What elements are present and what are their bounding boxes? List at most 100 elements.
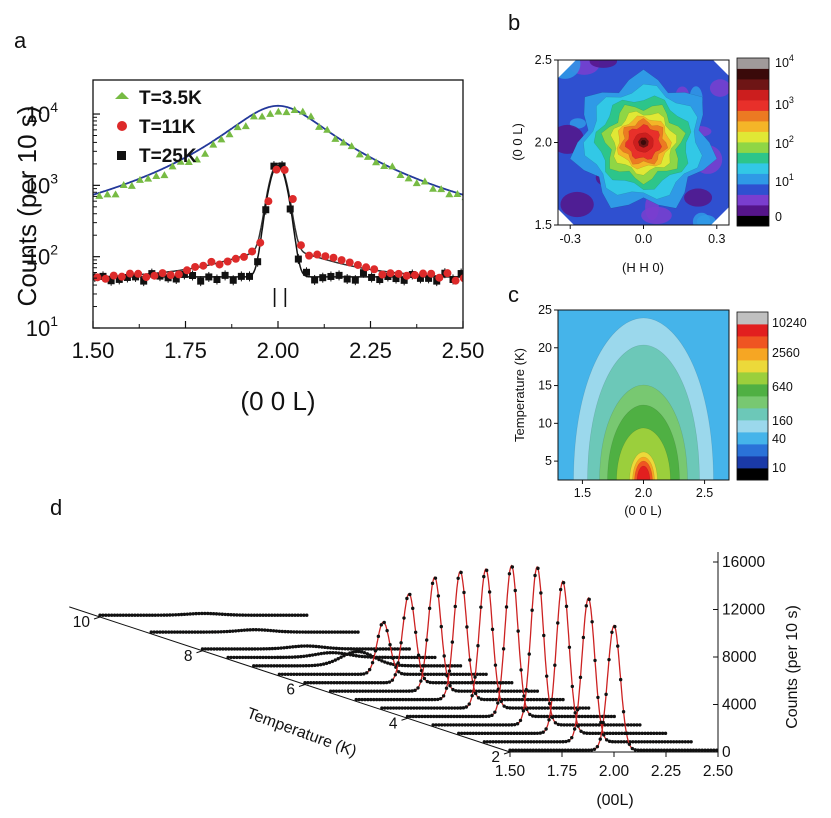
panel-label-b: b — [508, 10, 520, 35]
waterfall-point — [554, 714, 558, 719]
point-11k — [126, 269, 134, 278]
colorbar-b-frame — [736, 57, 770, 227]
waterfall-point — [553, 721, 558, 725]
waterfall-point — [598, 737, 602, 741]
waterfall-point — [344, 630, 349, 634]
waterfall-point — [328, 650, 332, 655]
waterfall-point — [565, 723, 569, 727]
point-11k — [191, 262, 200, 271]
y-tick-label-d: 8000 — [722, 649, 757, 666]
y-tick-label-c: 20 — [538, 341, 552, 355]
waterfall-point — [275, 613, 280, 617]
waterfall-point — [575, 748, 579, 752]
waterfall-point — [309, 630, 314, 634]
waterfall-point — [512, 689, 516, 693]
waterfall-point — [178, 630, 183, 634]
waterfall-point — [255, 655, 259, 660]
y-tick-label-d: 16000 — [722, 554, 765, 571]
waterfall-point — [426, 672, 430, 676]
waterfall-curve-T2 — [508, 624, 719, 752]
waterfall-point — [582, 723, 587, 727]
waterfall-point — [657, 740, 661, 744]
waterfall-point — [680, 740, 685, 744]
waterfall-point — [264, 647, 269, 651]
waterfall-point — [546, 706, 550, 710]
waterfall-point — [454, 681, 459, 685]
waterfall-point — [188, 612, 192, 616]
colorbar-b-swatch — [737, 184, 769, 195]
waterfall-point — [572, 727, 577, 731]
waterfall-point — [539, 714, 544, 719]
depth-tick-label-d: 8 — [184, 648, 193, 665]
waterfall-point — [309, 681, 313, 685]
waterfall-point — [467, 702, 471, 706]
waterfall-point — [368, 653, 372, 657]
waterfall-point — [618, 677, 623, 682]
waterfall-point — [536, 566, 540, 571]
waterfall-point — [473, 675, 477, 679]
waterfall-point — [535, 740, 539, 744]
point-11k — [451, 276, 460, 285]
point-3-5k — [258, 112, 267, 120]
waterfall-point — [383, 655, 388, 660]
waterfall-point — [429, 714, 433, 719]
waterfall-point — [427, 697, 431, 702]
waterfall-point — [503, 740, 507, 744]
waterfall-point — [169, 630, 174, 634]
waterfall-point — [406, 663, 410, 668]
colorbar-c-swatch — [737, 444, 768, 457]
panel-b: b -0.3 0.0 0.3 1.5 2.0 2.5 (H H 0) (0 0 L) 10… — [508, 10, 794, 275]
waterfall-point — [538, 731, 542, 735]
waterfall-point — [325, 651, 329, 655]
colorbar-c-swatch — [737, 456, 768, 469]
point-3-5k — [363, 152, 372, 160]
waterfall-point — [553, 663, 557, 667]
point-25k — [180, 270, 188, 278]
waterfall-point — [612, 714, 616, 719]
waterfall-point — [378, 647, 382, 651]
waterfall-curve-T3 — [457, 580, 668, 736]
waterfall-point — [443, 681, 447, 685]
point-3-5k — [184, 158, 193, 166]
waterfall-point — [703, 748, 707, 752]
waterfall-point — [259, 647, 263, 651]
colorbar-b-swatch — [737, 58, 769, 69]
waterfall-point — [546, 748, 550, 752]
waterfall-point — [630, 746, 635, 751]
waterfall-point — [482, 697, 487, 702]
waterfall-point — [384, 689, 388, 693]
waterfall-point — [610, 630, 614, 634]
waterfall-point — [539, 591, 543, 595]
point-3-5k — [249, 112, 258, 120]
waterfall-point — [232, 613, 236, 617]
panel-d-depth-label: Temperature (K) — [244, 705, 358, 761]
waterfall-point — [155, 630, 159, 634]
y-tick-label-c: 10 — [538, 416, 552, 430]
waterfall-curve-T6 — [303, 592, 514, 685]
waterfall-point — [439, 624, 443, 629]
waterfall-point — [516, 629, 520, 633]
waterfall-point — [634, 740, 638, 744]
waterfall-point — [429, 672, 433, 676]
colorbar-c-label: 2560 — [772, 346, 800, 360]
waterfall-point — [434, 681, 438, 685]
waterfall-point — [243, 655, 248, 660]
waterfall-point — [174, 613, 178, 617]
waterfall-point — [289, 672, 293, 676]
waterfall-point — [121, 613, 125, 617]
point-25k — [400, 276, 408, 284]
waterfall-fit-line — [381, 567, 590, 709]
waterfall-point — [575, 708, 580, 712]
waterfall-point — [654, 740, 658, 744]
waterfall-point — [509, 689, 513, 693]
waterfall-point — [560, 748, 565, 752]
waterfall-point — [337, 651, 341, 655]
point-11k — [134, 269, 143, 278]
colorbar-b-swatch — [737, 79, 769, 90]
waterfall-point — [584, 604, 588, 608]
waterfall-point — [480, 723, 485, 727]
waterfall-point — [465, 625, 469, 629]
waterfall-point — [585, 731, 589, 735]
waterfall-point — [466, 714, 471, 719]
waterfall-point — [402, 616, 406, 620]
